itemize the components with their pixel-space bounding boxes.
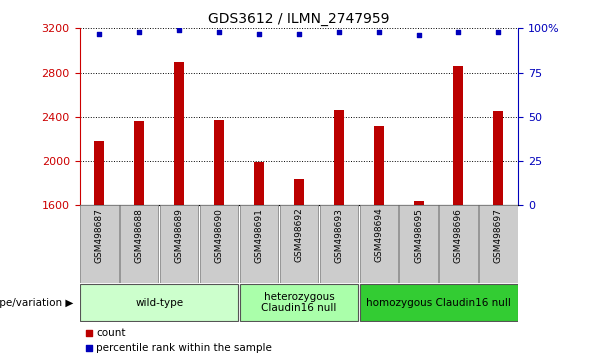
Point xyxy=(312,147,322,153)
Point xyxy=(374,29,383,35)
Point xyxy=(294,31,304,36)
Point xyxy=(494,29,503,35)
Point xyxy=(414,33,423,38)
Bar xyxy=(359,284,518,321)
Bar xyxy=(240,205,278,283)
Bar xyxy=(479,205,518,283)
Bar xyxy=(240,284,358,321)
Bar xyxy=(160,205,198,283)
Bar xyxy=(334,110,344,205)
Bar xyxy=(494,111,504,205)
Text: GSM498695: GSM498695 xyxy=(414,208,423,263)
Bar xyxy=(80,284,239,321)
Bar xyxy=(294,179,304,205)
Point xyxy=(454,29,463,35)
Bar xyxy=(413,201,423,205)
Bar xyxy=(254,162,264,205)
Text: GSM498697: GSM498697 xyxy=(494,208,503,263)
Text: GSM498692: GSM498692 xyxy=(294,208,303,262)
Bar xyxy=(120,205,158,283)
Bar xyxy=(80,205,118,283)
Bar xyxy=(399,205,438,283)
Bar xyxy=(214,120,224,205)
Bar xyxy=(94,141,104,205)
Bar xyxy=(174,62,184,205)
Bar xyxy=(320,205,358,283)
Bar xyxy=(439,205,478,283)
Text: homozygous Claudin16 null: homozygous Claudin16 null xyxy=(366,298,511,308)
Bar xyxy=(280,205,318,283)
Point xyxy=(174,27,184,33)
Text: GSM498689: GSM498689 xyxy=(175,208,184,263)
Text: GSM498693: GSM498693 xyxy=(335,208,343,263)
Point xyxy=(334,29,343,35)
Bar xyxy=(134,121,144,205)
Point xyxy=(254,31,264,36)
Bar xyxy=(200,205,239,283)
Text: percentile rank within the sample: percentile rank within the sample xyxy=(97,343,272,353)
Point xyxy=(135,29,144,35)
Point xyxy=(312,277,322,283)
Point xyxy=(95,31,104,36)
Text: GSM498691: GSM498691 xyxy=(254,208,263,263)
Bar xyxy=(373,126,383,205)
Text: GSM498690: GSM498690 xyxy=(214,208,224,263)
Text: heterozygous
Claudin16 null: heterozygous Claudin16 null xyxy=(262,292,336,314)
Text: GSM498688: GSM498688 xyxy=(135,208,144,263)
Title: GDS3612 / ILMN_2747959: GDS3612 / ILMN_2747959 xyxy=(208,12,390,26)
Text: GSM498687: GSM498687 xyxy=(95,208,104,263)
Text: GSM498694: GSM498694 xyxy=(374,208,383,262)
Text: wild-type: wild-type xyxy=(135,298,183,308)
Bar xyxy=(359,205,398,283)
Bar xyxy=(454,66,464,205)
Text: count: count xyxy=(97,328,126,338)
Point xyxy=(214,29,224,35)
Text: GSM498696: GSM498696 xyxy=(454,208,463,263)
Text: genotype/variation ▶: genotype/variation ▶ xyxy=(0,298,74,308)
